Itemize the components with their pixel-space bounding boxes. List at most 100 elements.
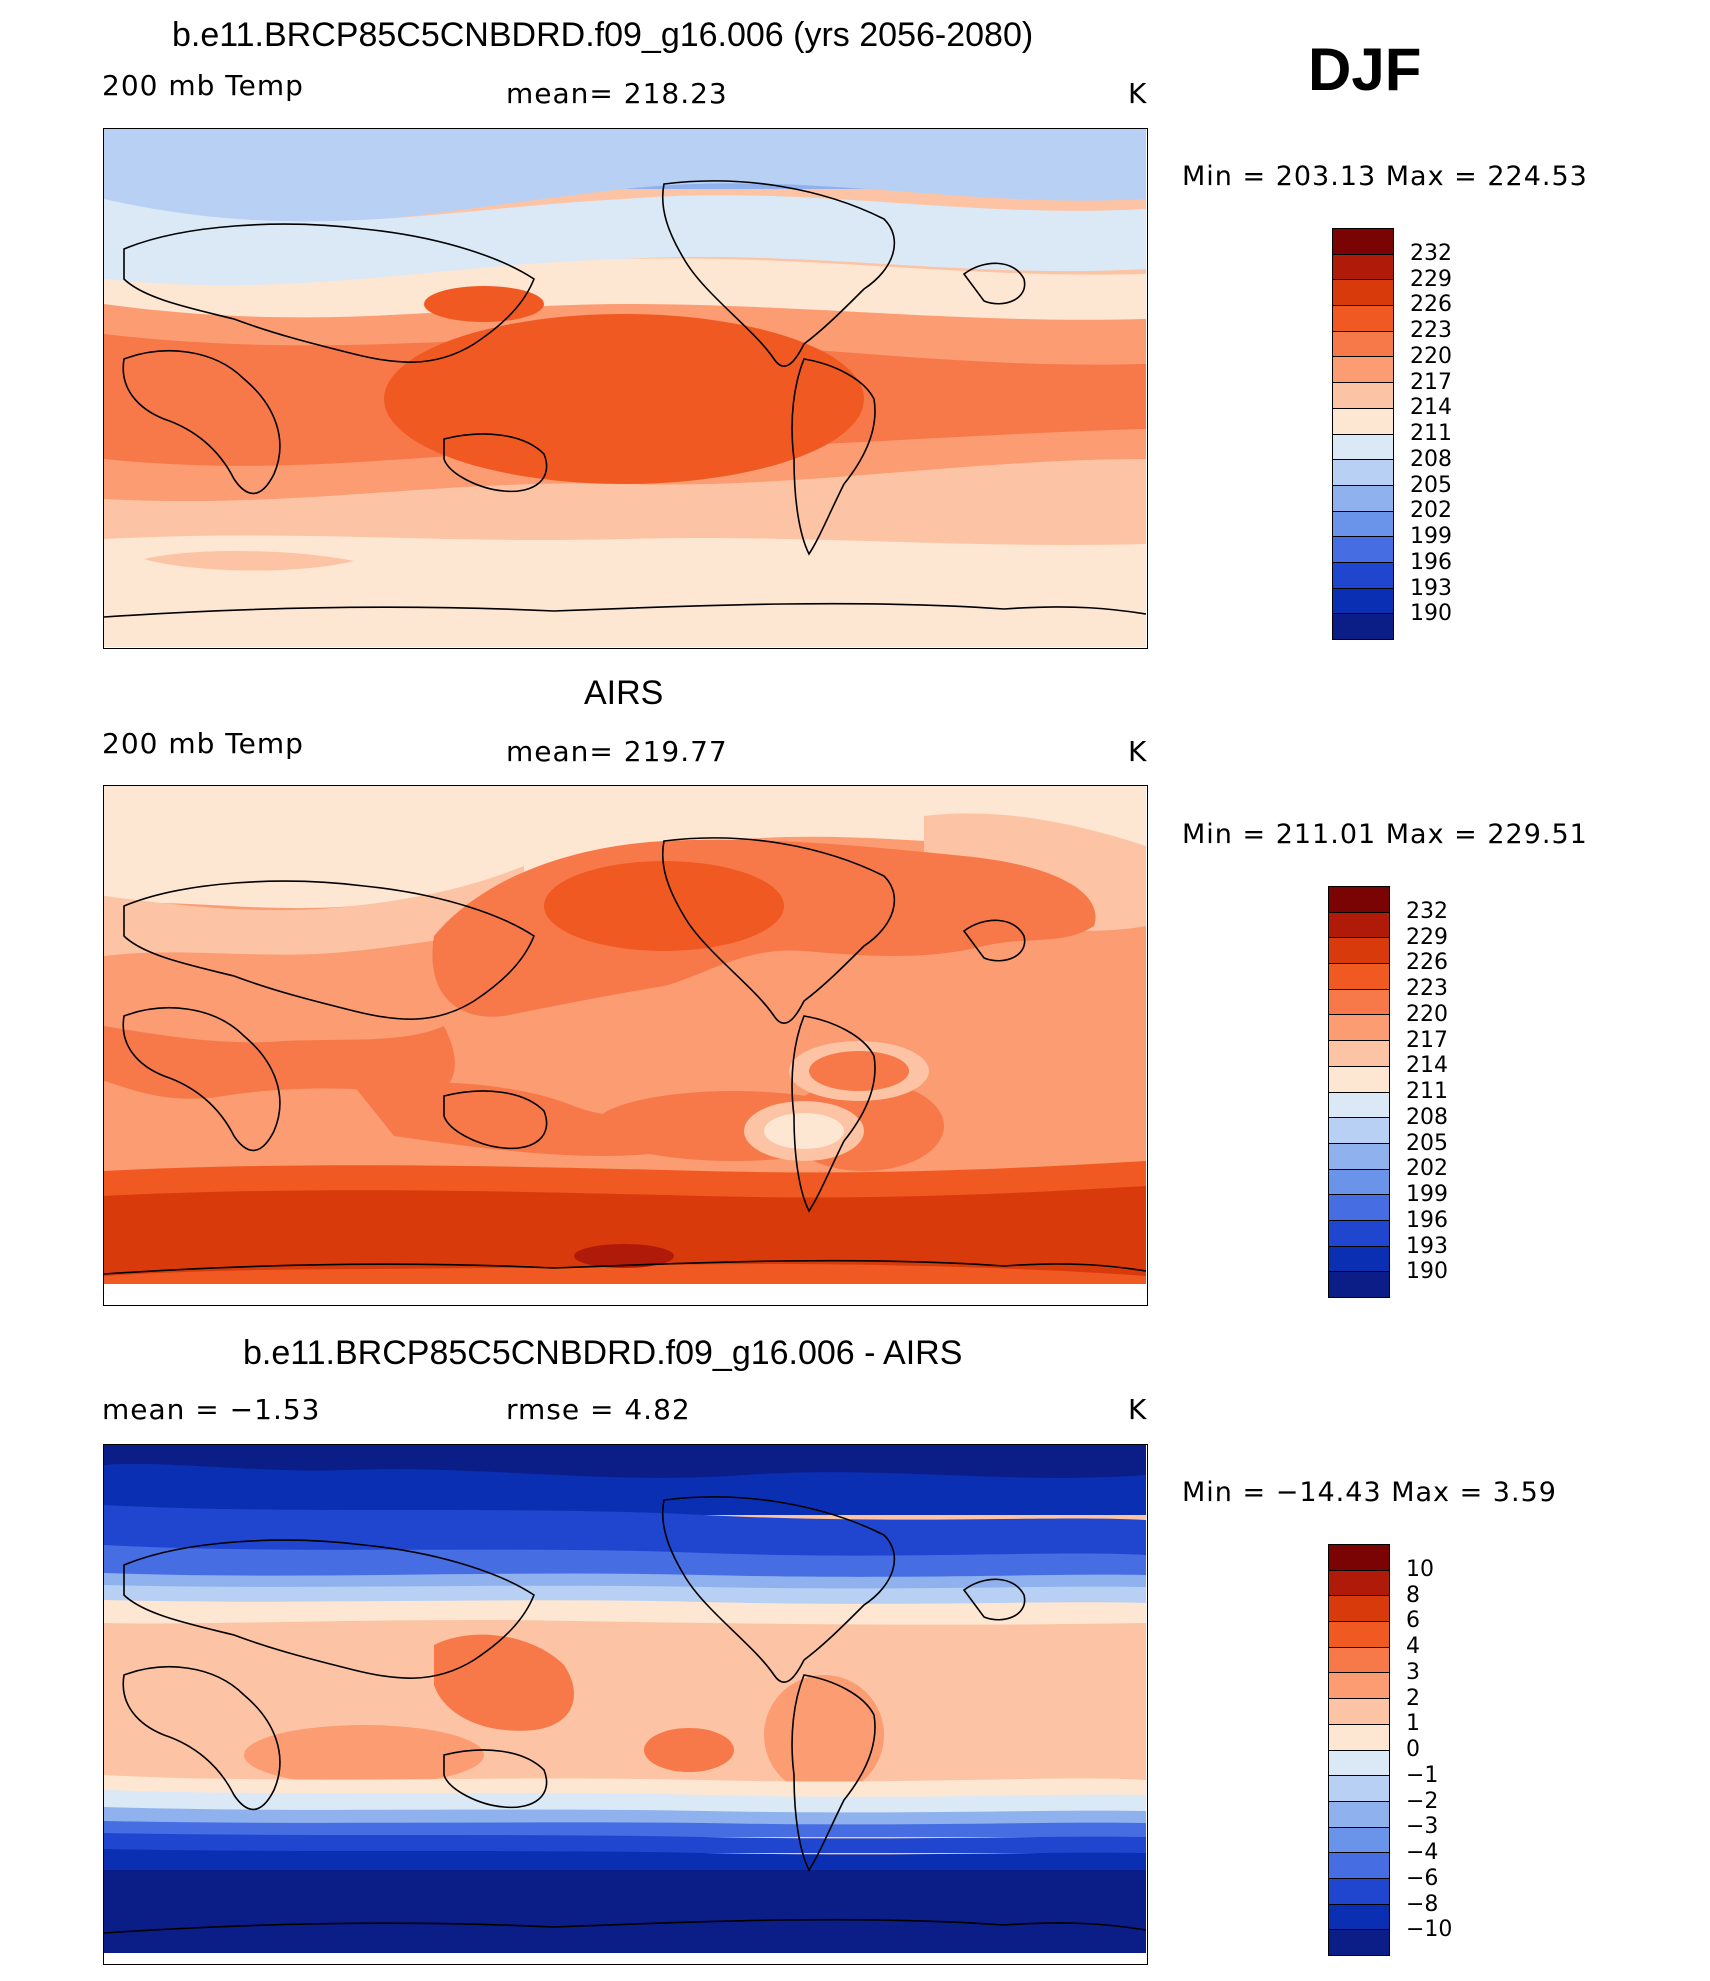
colorbar-swatch	[1329, 1220, 1389, 1247]
colorbar-swatch	[1333, 408, 1393, 435]
colorbar-tick-label: 211	[1410, 421, 1452, 446]
colorbar-tick-label: 217	[1406, 1027, 1448, 1053]
colorbar-swatch	[1329, 989, 1389, 1016]
panel-3-units: K	[1128, 1393, 1148, 1426]
panel-3-map	[103, 1444, 1148, 1965]
panel-3-minmax: Min = −14.43 Max = 3.59	[1182, 1477, 1557, 1508]
colorbar-tick-label: 214	[1410, 395, 1452, 421]
colorbar-tick-label: 2	[1406, 1685, 1420, 1711]
panel-3-rmse-label: rmse = 4.82	[506, 1393, 691, 1426]
colorbar-tick-label: −2	[1406, 1788, 1439, 1814]
colorbar-swatch	[1333, 229, 1393, 255]
colorbar-swatch	[1333, 511, 1393, 538]
colorbar-swatch	[1333, 485, 1393, 512]
colorbar-tick-label: 4	[1406, 1634, 1420, 1659]
panel-3-title: b.e11.BRCP85C5CNBDRD.f09_g16.006 - AIRS	[243, 1334, 963, 1372]
colorbar-tick-label: 220	[1410, 343, 1452, 369]
colorbar-swatch	[1329, 1246, 1389, 1273]
colorbar-swatch	[1329, 1750, 1389, 1777]
colorbar-tick-label: 223	[1406, 976, 1448, 1001]
colorbar-swatch	[1333, 614, 1393, 639]
colorbar-tick-label: 193	[1410, 575, 1452, 601]
colorbar-swatch	[1329, 1118, 1389, 1144]
season-label: DJF	[1308, 36, 1422, 103]
colorbar-tick-label: 211	[1406, 1079, 1448, 1104]
colorbar-swatch	[1333, 383, 1393, 409]
colorbar-tick-label: 223	[1410, 318, 1452, 343]
colorbar-swatch	[1333, 562, 1393, 589]
colorbar-tick-label: 199	[1406, 1182, 1448, 1207]
colorbar-swatch	[1329, 1724, 1389, 1751]
colorbar-swatch	[1329, 1622, 1389, 1648]
colorbar-swatch	[1329, 1904, 1389, 1931]
colorbar-swatch	[1329, 938, 1389, 965]
colorbar-swatch	[1329, 964, 1389, 990]
panel-2-mean-label: mean= 219.77	[506, 735, 728, 768]
colorbar-tick-label: −6	[1406, 1865, 1439, 1891]
colorbar-tick-label: −4	[1406, 1840, 1439, 1865]
colorbar-tick-label: 193	[1406, 1233, 1448, 1259]
panel-1-contour-field	[104, 129, 1146, 647]
colorbar-swatch	[1333, 357, 1393, 384]
colorbar-tick-label: 6	[1406, 1608, 1420, 1634]
colorbar-swatch	[1329, 1827, 1389, 1854]
colorbar-swatch	[1333, 588, 1393, 615]
panel-2-map	[103, 785, 1148, 1306]
panel-1-title: b.e11.BRCP85C5CNBDRD.f09_g16.006 (yrs 20…	[172, 16, 1034, 54]
colorbar-tick-label: 214	[1406, 1053, 1448, 1079]
colorbar-tick-label: 205	[1410, 472, 1452, 498]
panel-1-minmax: Min = 203.13 Max = 224.53	[1182, 161, 1588, 192]
panel-1-mean-label: mean= 218.23	[506, 77, 728, 110]
colorbar-swatch	[1329, 1647, 1389, 1674]
colorbar-tick-label: 232	[1410, 240, 1452, 266]
panel-3-colorbar	[1328, 1544, 1390, 1956]
panel-2-colorbar	[1328, 886, 1390, 1298]
colorbar-swatch	[1329, 1143, 1389, 1170]
colorbar-tick-label: 190	[1406, 1259, 1448, 1285]
colorbar-tick-label: 0	[1406, 1737, 1420, 1762]
colorbar-swatch	[1329, 1092, 1389, 1119]
panel-2-units: K	[1128, 735, 1148, 768]
panel-2-variable-label: 200 mb Temp	[102, 727, 304, 760]
colorbar-tick-label: 226	[1406, 950, 1448, 976]
colorbar-tick-label: 1	[1406, 1711, 1420, 1737]
colorbar-tick-label: 208	[1410, 446, 1452, 472]
colorbar-swatch	[1329, 1853, 1389, 1879]
colorbar-swatch	[1329, 1272, 1389, 1297]
colorbar-tick-label: 202	[1410, 498, 1452, 524]
panel-1-variable-label: 200 mb Temp	[102, 69, 304, 102]
colorbar-swatch	[1329, 1041, 1389, 1067]
colorbar-swatch	[1329, 1776, 1389, 1802]
colorbar-swatch	[1333, 254, 1393, 281]
colorbar-tick-label: 202	[1406, 1156, 1448, 1182]
colorbar-swatch	[1329, 1015, 1389, 1042]
colorbar-tick-label: 226	[1410, 292, 1452, 318]
colorbar-tick-label: 232	[1406, 898, 1448, 924]
colorbar-tick-label: 196	[1406, 1207, 1448, 1233]
colorbar-tick-label: −10	[1406, 1917, 1453, 1943]
colorbar-swatch	[1329, 1930, 1389, 1955]
colorbar-swatch	[1333, 306, 1393, 332]
colorbar-swatch	[1329, 1066, 1389, 1093]
colorbar-tick-label: 199	[1410, 524, 1452, 549]
colorbar-tick-label: 8	[1406, 1582, 1420, 1608]
colorbar-swatch	[1329, 1878, 1389, 1905]
colorbar-swatch	[1329, 1545, 1389, 1571]
colorbar-swatch	[1329, 1570, 1389, 1597]
panel-2-minmax: Min = 211.01 Max = 229.51	[1182, 819, 1588, 850]
panel-1-map	[103, 128, 1148, 649]
panel-2-contour-field	[104, 786, 1146, 1304]
colorbar-tick-label: 196	[1410, 549, 1452, 575]
colorbar-swatch	[1329, 1169, 1389, 1196]
colorbar-tick-label: 208	[1406, 1104, 1448, 1130]
panel-2-colorbar-ticks: 232 229 226 223 220 217 214 211 208 205 …	[1406, 886, 1486, 1298]
colorbar-tick-label: 229	[1406, 924, 1448, 950]
colorbar-tick-label: 205	[1406, 1130, 1448, 1156]
panel-1-units: K	[1128, 77, 1148, 110]
panel-3-mean-label: mean = −1.53	[102, 1393, 321, 1426]
colorbar-swatch	[1333, 434, 1393, 461]
colorbar-swatch	[1333, 280, 1393, 307]
colorbar-swatch	[1329, 887, 1389, 913]
colorbar-swatch	[1329, 1195, 1389, 1221]
panel-3-colorbar-ticks: 10 8 6 4 3 2 1 0 −1 −2 −3 −4 −6 −8 −10	[1406, 1544, 1486, 1956]
